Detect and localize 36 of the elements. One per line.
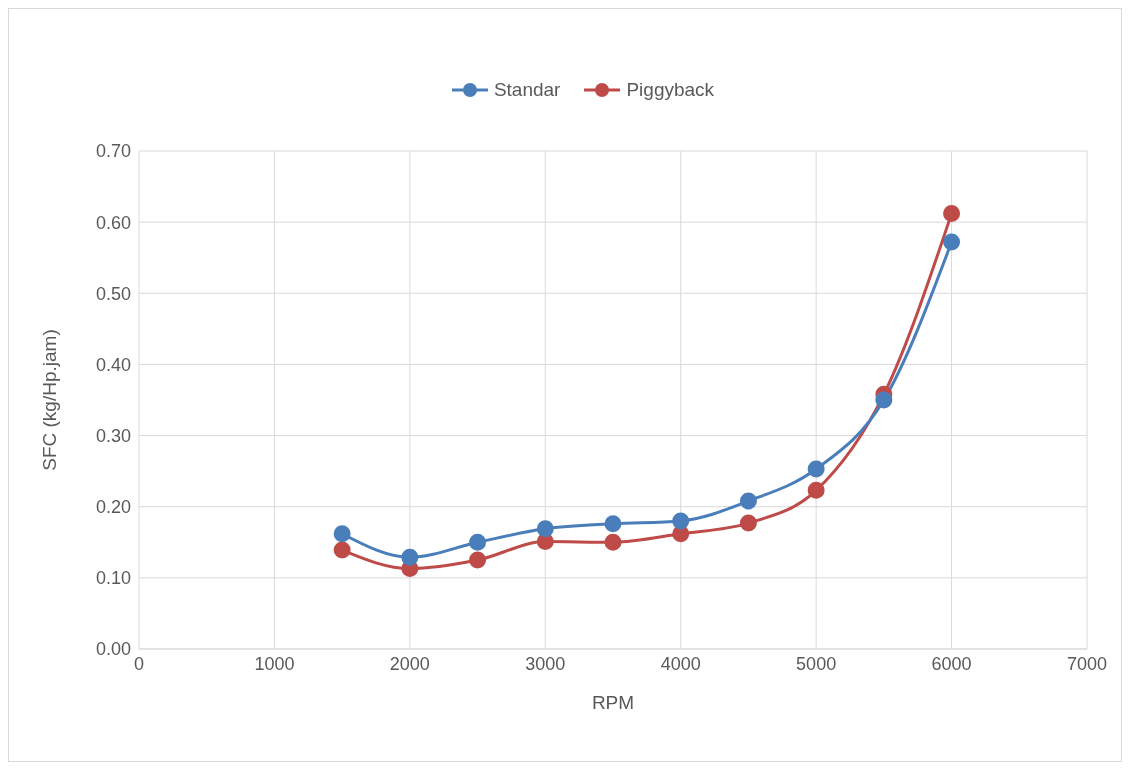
point: [401, 548, 419, 566]
x-tick-label: 1000: [254, 653, 295, 674]
legend-label: Piggyback: [625, 79, 715, 101]
x-tick-label: 5000: [796, 653, 837, 674]
y-tick-label: 0.70: [95, 141, 131, 162]
x-tick-label: 2000: [389, 653, 430, 674]
x-axis-title: RPM: [591, 692, 635, 713]
y-tick-label: 0.30: [95, 425, 131, 446]
y-tick-label: 0.00: [95, 639, 131, 660]
point: [469, 551, 487, 569]
x-tick-label: 7000: [1066, 653, 1108, 674]
x-tick-label: 4000: [660, 653, 701, 674]
point: [943, 233, 961, 251]
point: [604, 533, 622, 551]
point: [739, 514, 757, 532]
y-tick-label: 0.60: [95, 212, 131, 233]
point: [536, 520, 554, 538]
y-tick-label: 0.40: [95, 354, 131, 375]
point: [333, 541, 351, 559]
point: [807, 460, 825, 478]
y-tick-label: 0.20: [95, 497, 131, 518]
point: [469, 533, 487, 551]
x-tick-label: 6000: [931, 653, 972, 674]
point: [739, 492, 757, 510]
y-tick-label: 0.10: [95, 568, 131, 589]
x-tick-label: 3000: [525, 653, 566, 674]
legend-label: Standar: [492, 79, 561, 101]
point: [672, 512, 690, 530]
point: [943, 205, 961, 223]
point: [333, 525, 351, 543]
y-axis-title: SFC (kg/Hp.jam): [38, 329, 60, 471]
x-tick-label: 0: [133, 653, 145, 674]
point: [875, 391, 893, 409]
y-tick-label: 0.50: [95, 283, 131, 304]
point: [807, 481, 825, 499]
point: [604, 515, 622, 533]
